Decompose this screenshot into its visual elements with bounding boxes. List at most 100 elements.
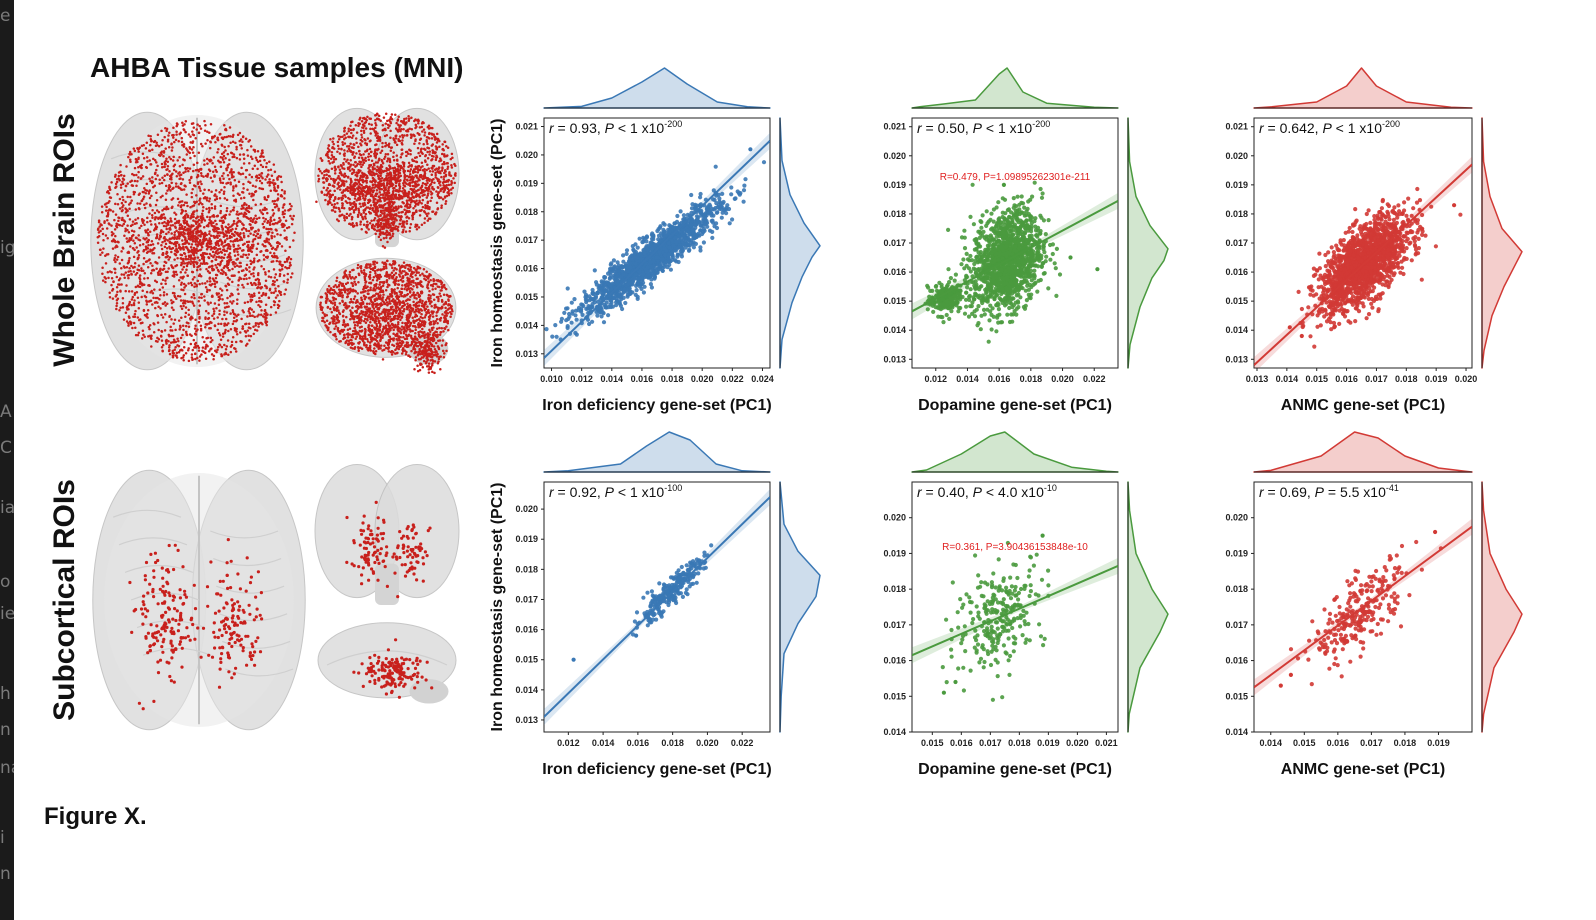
y-tick-label: 0.014: [883, 727, 906, 737]
outlier-point: [1068, 255, 1073, 260]
x-axis-label: Iron deficiency gene-set (PC1): [542, 397, 771, 414]
y-tick-label: 0.020: [1225, 513, 1248, 523]
x-tick-label: 0.020: [1455, 374, 1478, 384]
y-tick-label: 0.015: [515, 292, 538, 302]
x-tick-label: 0.014: [601, 374, 624, 384]
brain-shape: [314, 463, 460, 606]
y-tick-label: 0.016: [515, 264, 538, 274]
brain-shape: [92, 469, 306, 731]
x-tick-label: 0.015: [1305, 374, 1328, 384]
y-tick-label: 0.017: [515, 594, 538, 604]
y-tick-label: 0.017: [883, 620, 906, 630]
x-tick-label: 0.014: [1260, 738, 1283, 748]
edge-glyph: ia: [0, 500, 14, 517]
brain-shape: [317, 622, 457, 704]
x-tick-label: 0.017: [1360, 738, 1383, 748]
y-tick-label: 0.019: [515, 534, 538, 544]
y-tick-label: 0.013: [883, 354, 906, 364]
marginal-density-y: [779, 481, 821, 733]
x-tick-label: 0.020: [696, 738, 719, 748]
y-tick-label: 0.017: [1225, 620, 1248, 630]
edge-glyph: o: [0, 574, 11, 591]
y-tick-label: 0.016: [1225, 656, 1248, 666]
p-exponent: -200: [664, 119, 682, 129]
x-tick-label: 0.019: [1427, 738, 1450, 748]
x-tick-label: 0.024: [751, 374, 774, 384]
edge-glyph: h: [0, 686, 11, 703]
r-value: = 0.69,: [1264, 484, 1315, 500]
x-tick-label: 0.013: [1246, 374, 1269, 384]
tissue-sample-dots: [128, 538, 264, 711]
scatter-points: [1278, 529, 1443, 688]
brain-sagittal-whole: [315, 257, 457, 375]
y-tick-label: 0.020: [883, 513, 906, 523]
y-tick-label: 0.019: [1225, 180, 1248, 190]
scatter-panel-whole-dopamine: 0.012 0.014 0.016 0.018 0.020 0.022 0.013 0.014…: [846, 60, 1194, 420]
scatter-panel-subcortical-anmc: 0.014 0.015 0.016 0.017 0.018 0.019 0.014 0.015…: [1188, 424, 1548, 784]
x-tick-label: 0.014: [956, 374, 979, 384]
edge-glyph: e: [0, 8, 11, 25]
axis-ticks: 0.015 0.016 0.017 0.018 0.019 0.020 0.021 0.014…: [883, 513, 1117, 748]
y-tick-label: 0.020: [515, 150, 538, 160]
x-axis-label: Dopamine gene-set (PC1): [918, 397, 1112, 414]
outlier-point: [1001, 182, 1006, 187]
correlation-annotation: r = 0.40, P < 4.0 x10-10: [917, 483, 1057, 500]
correlation-annotation: r = 0.92, P < 1 x10-100: [549, 483, 682, 500]
x-tick-label: 0.018: [1008, 738, 1031, 748]
brain-coronal-whole: [314, 107, 460, 249]
x-axis-label: Iron deficiency gene-set (PC1): [542, 761, 771, 778]
y-tick-label: 0.016: [883, 656, 906, 666]
y-tick-label: 0.018: [1225, 209, 1248, 219]
p-symbol: P: [1315, 484, 1325, 500]
outlier-point: [748, 147, 753, 152]
marginal-density-x: [543, 67, 771, 109]
p-exponent: -10: [1044, 483, 1057, 493]
p-value: < 1 x10: [614, 484, 664, 500]
r-symbol: r: [917, 120, 923, 136]
x-axis-label: ANMC gene-set (PC1): [1281, 397, 1445, 414]
y-tick-label: 0.016: [515, 625, 538, 635]
y-tick-label: 0.013: [515, 715, 538, 725]
edge-glyph: na: [0, 760, 14, 777]
r-symbol: r: [917, 484, 923, 500]
r-symbol: r: [549, 120, 555, 136]
p-value: < 4.0 x10: [982, 484, 1044, 500]
p-value: = 5.5 x10: [1324, 484, 1386, 500]
x-tick-label: 0.020: [1051, 374, 1074, 384]
p-symbol: P: [973, 120, 983, 136]
y-tick-label: 0.021: [515, 122, 538, 132]
x-tick-label: 0.020: [691, 374, 714, 384]
x-tick-label: 0.018: [1395, 374, 1418, 384]
outlier-point: [571, 657, 576, 662]
y-tick-label: 0.015: [1225, 296, 1248, 306]
row-label-subcortical: Subcortical ROIs: [48, 479, 81, 721]
y-axis-label: Iron homeostasis gene-set (PC1): [489, 483, 506, 732]
x-tick-label: 0.015: [921, 738, 944, 748]
edge-glyph: n: [0, 866, 11, 883]
scatter-panel-whole-anmc: 0.013 0.014 0.015 0.016 0.017 0.018 0.019 0.020…: [1188, 60, 1548, 420]
y-tick-label: 0.018: [515, 564, 538, 574]
inner-stat-label: R=0.361, P=3.90436153848e-10: [942, 542, 1088, 553]
outlier-point: [634, 633, 639, 638]
y-tick-label: 0.020: [1225, 151, 1248, 161]
axis-ticks: 0.012 0.014 0.016 0.018 0.020 0.022 0.013 0.014…: [515, 504, 753, 748]
x-tick-label: 0.015: [1293, 738, 1316, 748]
y-tick-label: 0.013: [515, 349, 538, 359]
axis-ticks: 0.010 0.012 0.014 0.016 0.018 0.020 0.022 0.024…: [515, 122, 773, 384]
outlier-point: [953, 679, 958, 685]
tissue-sample-dots: [352, 638, 434, 699]
p-value: < 1 x10: [1332, 120, 1382, 136]
x-tick-label: 0.010: [540, 374, 563, 384]
x-tick-label: 0.012: [557, 738, 580, 748]
inner-stat-label: R=0.479, P=1.09895262301e-211: [940, 172, 1091, 183]
regression-line: [544, 140, 770, 359]
x-tick-label: 0.016: [1327, 738, 1350, 748]
y-tick-label: 0.021: [883, 122, 906, 132]
r-value: = 0.642,: [1264, 120, 1323, 136]
x-tick-label: 0.019: [1037, 738, 1060, 748]
scatter-points: [571, 543, 714, 662]
y-tick-label: 0.015: [883, 691, 906, 701]
marginal-density-y: [1481, 117, 1523, 369]
y-tick-label: 0.019: [883, 548, 906, 558]
p-symbol: P: [1322, 120, 1332, 136]
